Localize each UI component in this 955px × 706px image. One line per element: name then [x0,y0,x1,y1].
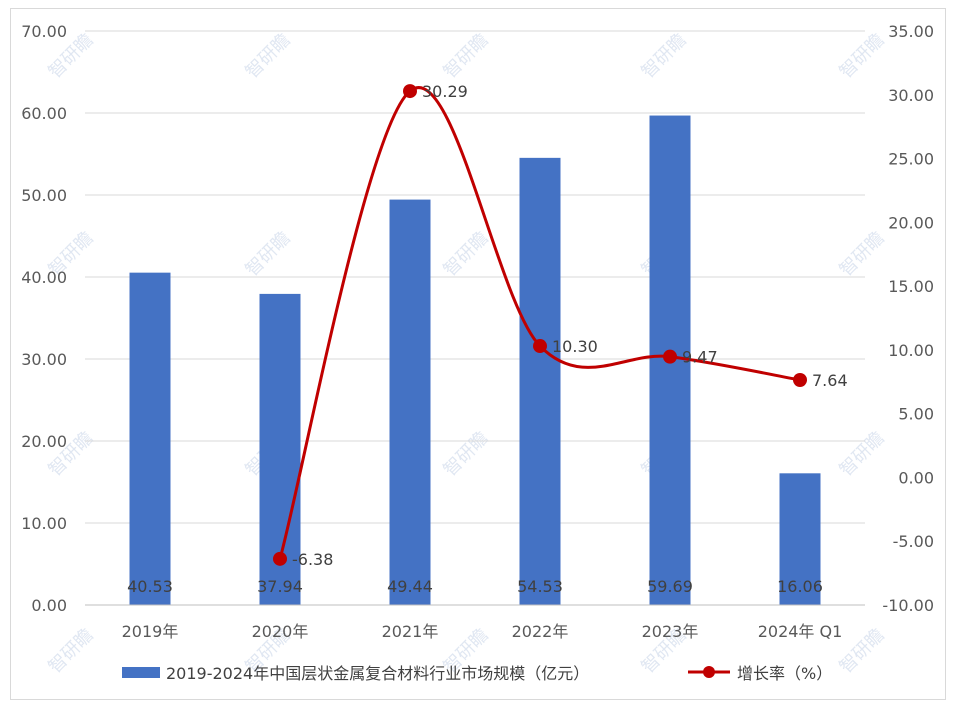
line-data-label: 10.30 [552,337,598,356]
right-axis-tick-label: 20.00 [888,213,934,232]
left-axis-tick-label: 70.00 [21,22,67,41]
bar-data-label: 16.06 [777,577,823,596]
category-label: 2023年 [642,622,699,641]
line-point [273,551,287,566]
watermark-text: 智研瞻 [440,30,493,83]
bar-data-label: 37.94 [257,577,303,596]
watermark-text: 智研瞻 [440,228,493,281]
line-data-label: -6.38 [292,550,333,569]
watermark-text: 智研瞻 [836,228,889,281]
line-data-label: 7.64 [812,371,848,390]
bar-series [129,115,821,606]
right-axis-tick-label: 0.00 [898,468,934,487]
legend: 2019-2024年中国层状金属复合材料行业市场规模（亿元） 增长率（%） [122,664,832,683]
legend-bar-label: 2019-2024年中国层状金属复合材料行业市场规模（亿元） [166,664,589,683]
bar-data-label: 49.44 [387,577,433,596]
watermark-text: 智研瞻 [638,30,691,83]
line-data-labels: -6.38 30.29 10.30 9.47 7.64 [292,82,848,569]
left-axis-tick-label: 0.00 [31,596,67,615]
line-data-label: 30.29 [422,82,468,101]
left-axis-tick-label: 40.00 [21,268,67,287]
right-y-axis: -10.00 -5.00 0.00 5.00 10.00 15.00 20.00 25.00 3… [882,22,934,615]
bar [129,272,171,605]
watermark-text: 智研瞻 [45,625,98,678]
category-label: 2022年 [512,622,569,641]
right-axis-tick-label: 35.00 [888,22,934,41]
legend-line-marker [703,666,715,678]
bar-data-label: 54.53 [517,577,563,596]
line-data-label: 9.47 [682,348,718,367]
left-axis-tick-label: 20.00 [21,432,67,451]
right-axis-tick-label: -5.00 [893,532,934,551]
gridlines [85,30,865,524]
right-axis-tick-label: 15.00 [888,277,934,296]
right-axis-tick-label: 10.00 [888,341,934,360]
bar [779,473,821,605]
right-axis-tick-label: 25.00 [888,150,934,169]
legend-bar-swatch [122,667,160,678]
watermark-text: 智研瞻 [836,625,889,678]
right-axis-tick-label: 30.00 [888,86,934,105]
watermark-text: 智研瞻 [242,30,295,83]
category-label: 2020年 [252,622,309,641]
bar-data-labels: 40.53 37.94 49.44 54.53 59.69 16.06 [127,577,823,596]
line-point [403,84,417,99]
category-label: 2021年 [382,622,439,641]
x-axis: 2019年 2020年 2021年 2022年 2023年 2024年 Q1 [85,604,865,641]
watermark-text: 智研瞻 [440,428,493,481]
line-point [663,349,677,364]
line-point [793,372,807,387]
bar-data-label: 59.69 [647,577,693,596]
category-label: 2019年 [122,622,179,641]
bar [519,157,561,605]
right-axis-tick-label: 5.00 [898,405,934,424]
line-series [273,84,807,566]
left-axis-tick-label: 60.00 [21,104,67,123]
left-axis-tick-label: 30.00 [21,350,67,369]
left-axis-tick-label: 50.00 [21,186,67,205]
bar [389,199,431,606]
line-point [533,339,547,354]
left-y-axis: 0.00 10.00 20.00 30.00 40.00 50.00 60.00 70.00 [21,22,67,615]
right-axis-tick-label: -10.00 [882,596,934,615]
bar-data-label: 40.53 [127,577,173,596]
watermark-text: 智研瞻 [836,30,889,83]
watermark-text: 智研瞻 [242,228,295,281]
category-label: 2024年 Q1 [758,622,843,641]
left-axis-tick-label: 10.00 [21,514,67,533]
watermark-text: 智研瞻 [836,428,889,481]
legend-line-label: 增长率（%） [737,664,832,683]
